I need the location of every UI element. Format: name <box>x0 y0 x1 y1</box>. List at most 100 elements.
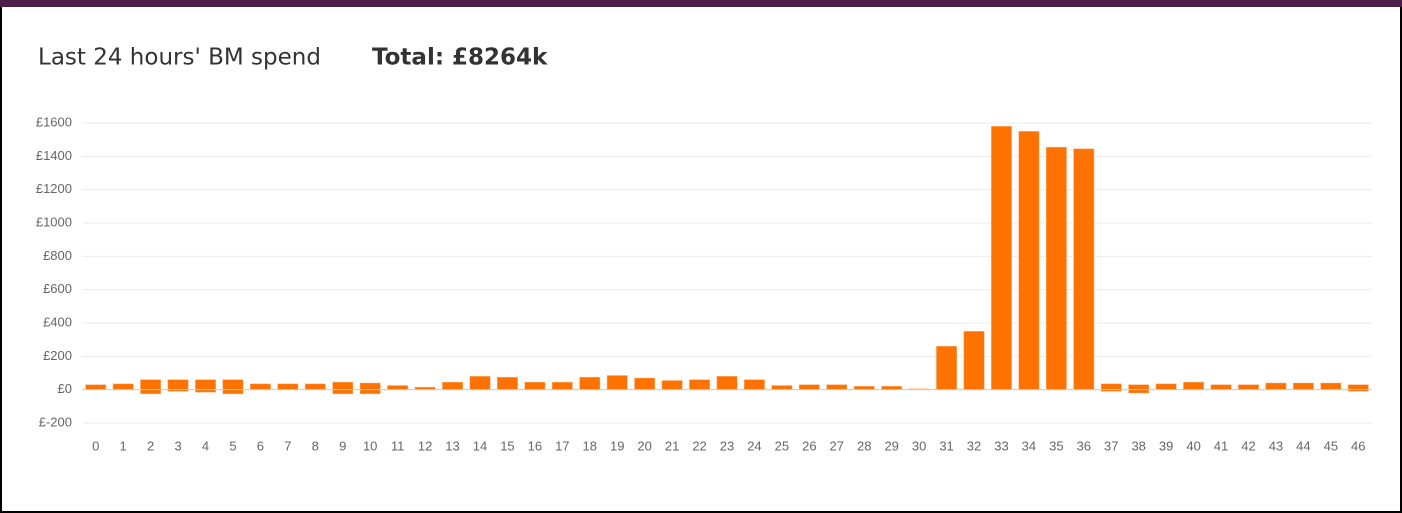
x-tick-label: 2 <box>147 438 154 453</box>
bar <box>606 375 628 390</box>
bar <box>579 376 601 390</box>
x-tick-label: 13 <box>445 438 459 453</box>
bar <box>1128 384 1150 390</box>
x-tick-label: 18 <box>583 438 597 453</box>
bar <box>222 389 244 395</box>
bar <box>716 376 738 390</box>
x-tick-label: 25 <box>775 438 789 453</box>
top-bar <box>0 0 1402 7</box>
x-tick-label: 19 <box>610 438 624 453</box>
bar <box>249 383 271 390</box>
bar <box>497 376 518 390</box>
bar <box>1183 381 1205 390</box>
bar <box>826 384 848 390</box>
bar <box>1292 382 1314 390</box>
x-tick-label: 16 <box>528 438 542 453</box>
bar <box>689 379 710 390</box>
bar <box>1155 383 1177 390</box>
x-tick-label: 43 <box>1269 438 1283 453</box>
x-tick-label: 41 <box>1214 438 1228 453</box>
bar <box>963 331 985 390</box>
bar <box>222 379 244 390</box>
chart-title: Last 24 hours' BM spend <box>38 45 321 71</box>
x-tick-label: 37 <box>1104 438 1118 453</box>
x-tick-label: 21 <box>665 438 679 453</box>
y-tick-label: £-200 <box>39 414 72 429</box>
x-tick-label: 33 <box>994 438 1008 453</box>
y-tick-label: £0 <box>58 381 72 396</box>
bar <box>332 389 354 395</box>
x-tick-label: 28 <box>857 438 871 453</box>
bar <box>359 382 381 390</box>
bar <box>167 379 189 390</box>
x-tick-label: 38 <box>1131 438 1145 453</box>
y-tick-label: £1000 <box>36 214 72 229</box>
x-tick-label: 10 <box>363 438 377 453</box>
bar <box>1347 384 1369 390</box>
bar <box>112 383 134 390</box>
x-tick-label: 31 <box>939 438 953 453</box>
x-tick-label: 30 <box>912 438 926 453</box>
bar <box>1238 384 1259 390</box>
x-tick-label: 17 <box>555 438 569 453</box>
x-tick-label: 5 <box>229 438 236 453</box>
x-tick-label: 12 <box>418 438 432 453</box>
y-tick-label: £1200 <box>36 181 72 196</box>
bar <box>387 385 409 390</box>
x-tick-label: 6 <box>257 438 264 453</box>
bar <box>1320 382 1342 390</box>
x-tick-label: 1 <box>120 438 127 453</box>
x-tick-label: 29 <box>884 438 898 453</box>
x-tick-label: 45 <box>1324 438 1338 453</box>
x-tick-label: 42 <box>1241 438 1255 453</box>
y-tick-label: £600 <box>43 281 72 296</box>
bar <box>771 385 793 390</box>
bar <box>85 384 107 390</box>
x-tick-label: 8 <box>312 438 319 453</box>
bar <box>1018 131 1040 390</box>
bar <box>469 376 491 390</box>
x-tick-label: 35 <box>1049 438 1063 453</box>
x-tick-label: 26 <box>802 438 816 453</box>
x-tick-label: 4 <box>202 438 209 453</box>
bar <box>442 381 463 390</box>
bar <box>661 380 683 390</box>
bar <box>359 389 381 395</box>
bar <box>936 346 957 390</box>
x-tick-label: 22 <box>692 438 706 453</box>
bar <box>140 389 162 395</box>
x-tick-label: 9 <box>339 438 346 453</box>
bar <box>140 379 162 390</box>
bar <box>1210 384 1232 390</box>
x-tick-label: 3 <box>174 438 181 453</box>
x-tick-label: 27 <box>830 438 844 453</box>
x-tick-label: 24 <box>747 438 761 453</box>
x-tick-label: 20 <box>637 438 651 453</box>
bar <box>551 381 573 390</box>
bar <box>195 379 216 390</box>
x-tick-label: 14 <box>473 438 487 453</box>
x-tick-label: 34 <box>1022 438 1036 453</box>
bar <box>277 383 299 390</box>
bar <box>744 379 765 390</box>
x-tick-label: 7 <box>284 438 291 453</box>
y-tick-label: £1400 <box>36 148 72 163</box>
x-tick-label: 44 <box>1296 438 1310 453</box>
y-tick-label: £800 <box>43 248 72 263</box>
bar <box>1265 382 1287 390</box>
y-tick-label: £200 <box>43 348 72 363</box>
x-tick-label: 46 <box>1351 438 1365 453</box>
bar <box>524 381 546 390</box>
x-tick-label: 23 <box>720 438 734 453</box>
bar <box>304 383 326 390</box>
x-tick-label: 39 <box>1159 438 1173 453</box>
bar <box>991 126 1012 390</box>
x-tick-label: 11 <box>391 438 405 453</box>
bar <box>1045 146 1067 390</box>
bar <box>1073 148 1095 390</box>
x-tick-label: 15 <box>500 438 514 453</box>
y-tick-label: £1600 <box>36 114 72 129</box>
bar <box>332 381 354 390</box>
bar <box>634 377 656 390</box>
